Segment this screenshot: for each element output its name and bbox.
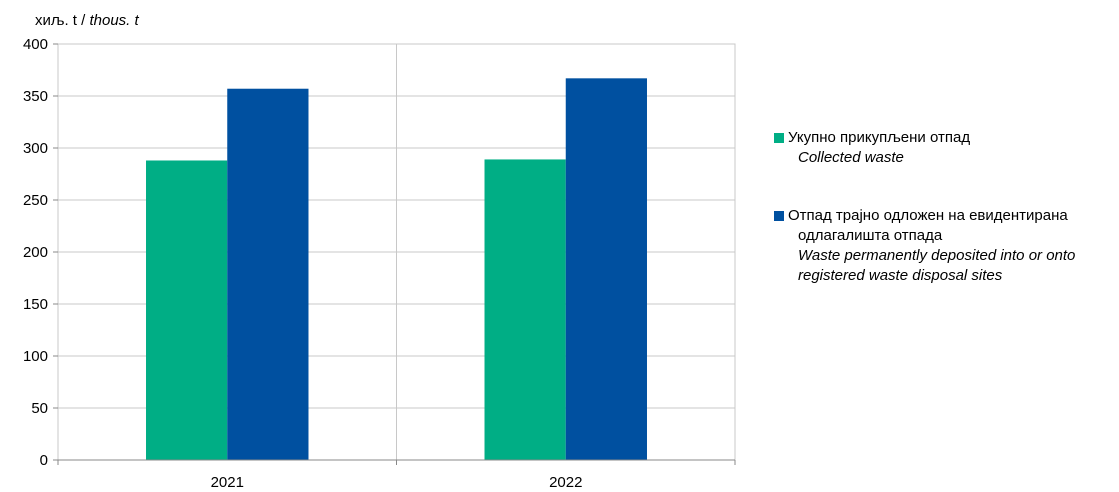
bar-2021-series-2 — [227, 88, 309, 460]
x-tick-labels: 2021 2022 — [211, 474, 583, 491]
x-tick-label: 2021 — [211, 474, 244, 491]
legend: Укупно прикупљени отпад Collected waste … — [774, 128, 1075, 324]
legend-swatch-deposited — [774, 211, 784, 221]
y-tick-label: 150 — [23, 296, 48, 313]
legend-item-deposited-waste: Отпад трајно одложен на евидентирана одл… — [774, 206, 1075, 286]
y-tick-label: 200 — [23, 244, 48, 261]
legend-label-en: Collected waste — [798, 149, 904, 166]
y-tick-label: 400 — [23, 36, 48, 53]
y-axis-unit-label: хиљ. t / thous. t — [35, 12, 139, 29]
unit-label-sr: хиљ. t / — [35, 12, 86, 29]
y-tick-label: 300 — [23, 140, 48, 157]
y-tick-label: 250 — [23, 192, 48, 209]
legend-item-collected-waste: Укупно прикупљени отпад Collected waste — [774, 128, 1075, 168]
legend-label-en: Waste permanently deposited into or onto… — [798, 247, 1076, 284]
x-tick-label: 2022 — [549, 474, 582, 491]
y-tick-label: 350 — [23, 88, 48, 105]
legend-label-sr-line2: одлагалишта отпада — [798, 227, 943, 244]
y-tick-label: 0 — [40, 452, 48, 469]
bar-2022-series-1 — [484, 159, 566, 460]
bars — [146, 78, 647, 461]
bar-2022-series-2 — [565, 78, 647, 460]
y-tick-label: 100 — [23, 348, 48, 365]
legend-label-sr: Укупно прикупљени отпад — [788, 129, 971, 146]
legend-swatch-collected — [774, 133, 784, 143]
unit-label-en: thous. t — [89, 12, 139, 29]
legend-label-sr: Отпад трајно одложен на евидентирана — [788, 207, 1068, 224]
axes — [53, 43, 736, 465]
y-tick-label: 50 — [31, 400, 48, 417]
bar-2021-series-1 — [146, 160, 228, 461]
y-tick-labels: 0 50 100 150 200 250 300 350 400 — [23, 36, 48, 469]
